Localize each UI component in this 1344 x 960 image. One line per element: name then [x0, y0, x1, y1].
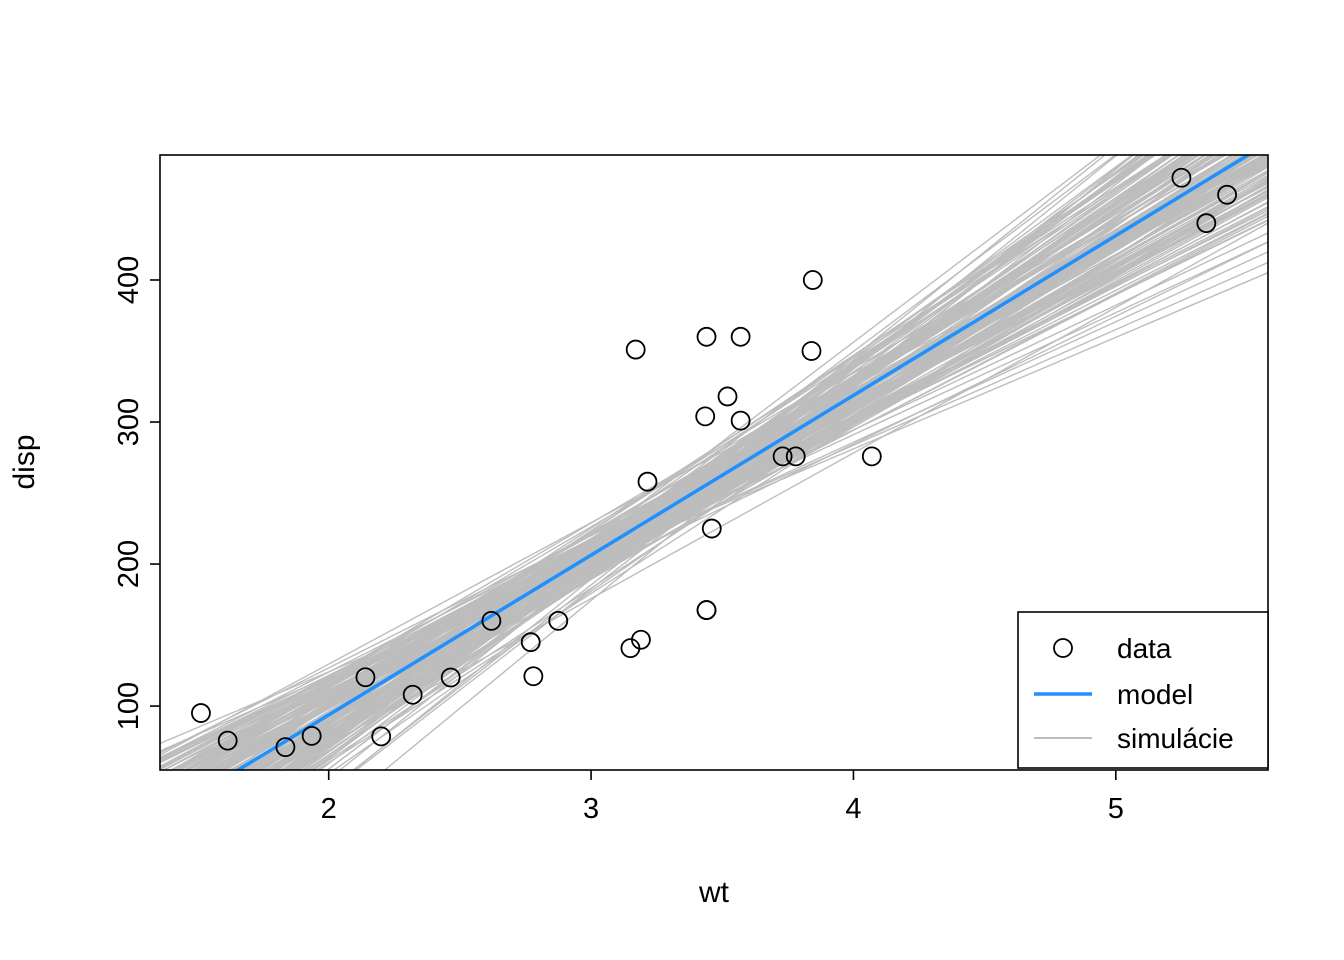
simulation-line [160, 195, 1268, 759]
data-point [801, 341, 822, 361]
simulation-line [221, 155, 1260, 770]
legend: data model simulácie [1017, 611, 1269, 769]
data-point [548, 610, 569, 631]
legend-simulations-label: simulácie [1117, 723, 1234, 754]
simulation-line [257, 155, 1194, 770]
x-tick-label: 3 [583, 793, 599, 825]
x-axis-label: wt [698, 876, 730, 909]
y-tick-label: 100 [113, 682, 145, 730]
data-point [696, 326, 717, 347]
model-regression-line-group [234, 155, 1252, 770]
data-point [371, 726, 392, 747]
data-point [523, 666, 544, 687]
legend-data-label: data [1117, 633, 1172, 664]
legend-box [1017, 611, 1269, 769]
data-point [440, 667, 461, 688]
x-tick-label: 4 [845, 793, 861, 825]
simulation-line [258, 155, 1266, 770]
data-point [701, 518, 722, 539]
y-tick-label: 300 [113, 398, 145, 446]
model-regression-line [234, 155, 1252, 770]
x-tick-label: 2 [321, 793, 337, 825]
simulation-line [280, 222, 1268, 770]
data-point [1217, 184, 1237, 205]
data-point [355, 667, 376, 688]
data-point [695, 406, 716, 427]
data-point [1196, 213, 1217, 234]
data-point [717, 386, 738, 407]
data-point [637, 471, 658, 492]
simulation-line [297, 155, 1234, 770]
data-point [520, 632, 541, 653]
data-point [785, 446, 806, 467]
simulation-line [332, 155, 1220, 770]
data-point [402, 684, 423, 705]
data-point [275, 737, 296, 758]
simulation-lines [160, 155, 1268, 770]
legend-data-point-symbol [1053, 638, 1073, 658]
y-axis-label: disp [8, 434, 41, 489]
data-point [772, 446, 793, 467]
simulation-line [160, 272, 1268, 745]
plot-border [159, 154, 1269, 771]
data-point [620, 638, 641, 659]
data-point [301, 726, 322, 746]
data-point [861, 446, 882, 467]
simulation-line [253, 155, 1168, 770]
simulation-line [192, 179, 1268, 770]
y-tick-label: 200 [113, 540, 145, 588]
data-point [481, 610, 502, 631]
data-point [217, 730, 238, 751]
simulation-line [219, 172, 1268, 770]
y-axis: 100 200 300 400 [113, 256, 160, 730]
data-point [1171, 167, 1192, 188]
data-points [191, 167, 1237, 758]
data-point [730, 326, 751, 347]
simulation-line [192, 192, 1268, 770]
legend-model-label: model [1117, 679, 1193, 710]
simulation-line [209, 171, 1268, 770]
data-point [802, 270, 823, 290]
x-axis: 2 3 4 5 [321, 770, 1124, 825]
x-tick-label: 5 [1108, 793, 1124, 825]
data-point [191, 703, 211, 723]
data-point [730, 410, 751, 431]
y-tick-label: 400 [113, 256, 145, 304]
data-point [625, 339, 646, 360]
data-point [696, 600, 717, 620]
